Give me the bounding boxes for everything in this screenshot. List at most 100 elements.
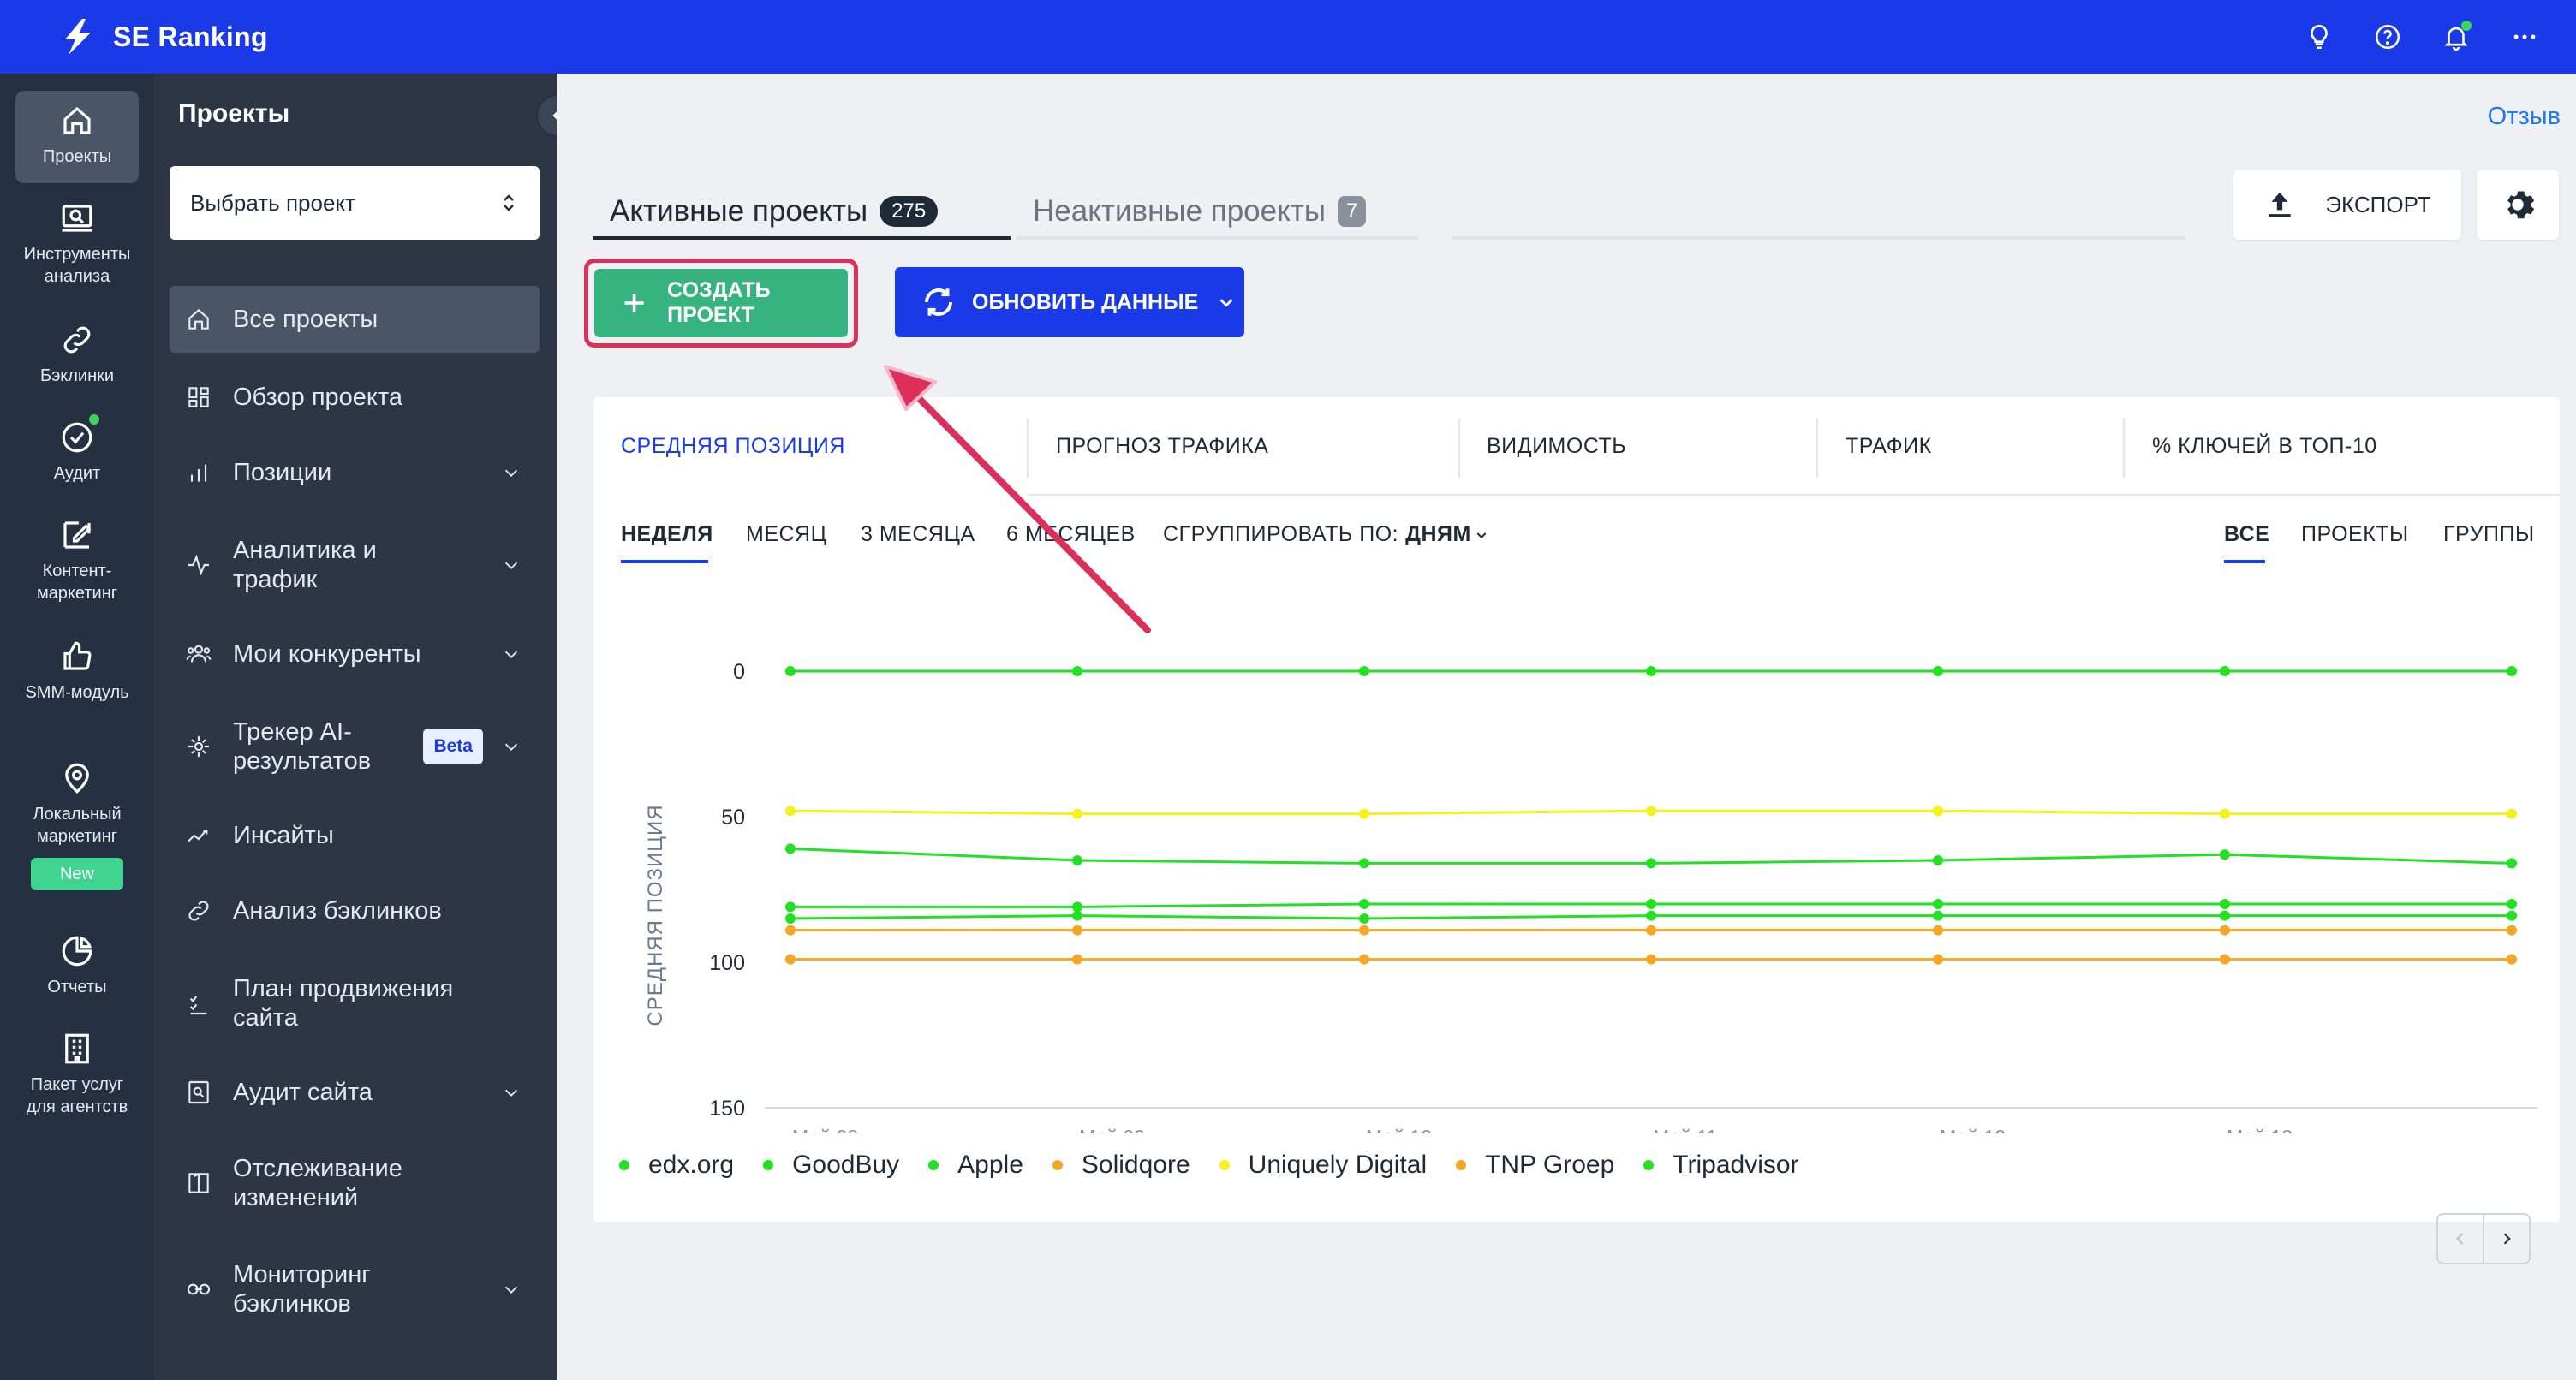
period-month[interactable]: МЕСЯЦ bbox=[746, 522, 827, 546]
sidebar-item-project-overview[interactable]: Обзор проекта bbox=[170, 377, 540, 418]
legend-label: TNP Groep bbox=[1485, 1151, 1615, 1179]
building-icon bbox=[65, 1033, 89, 1064]
rail-item-backlinks[interactable]: Бэклинки bbox=[15, 310, 139, 387]
settings-button[interactable] bbox=[2477, 170, 2559, 240]
rail-item-reports[interactable]: Отчеты bbox=[15, 921, 139, 998]
sidebar-item-backlink-monitoring[interactable]: Мониторинг бэклинков bbox=[170, 1255, 540, 1323]
x-tick-label: Май 08 bbox=[792, 1126, 858, 1133]
avg-position-chart: 0 50 100 150 СРЕДНЯЯ ПОЗИЦИЯ Май 08 Май 09 Май … bbox=[644, 660, 2537, 1133]
link-monitor-icon bbox=[182, 1272, 216, 1306]
data-point bbox=[2220, 925, 2230, 936]
legend-dot bbox=[1052, 1160, 1063, 1170]
group-by-value: ДНЯМ bbox=[1405, 522, 1471, 546]
legend-label: Solidqore bbox=[1081, 1151, 1190, 1179]
data-point bbox=[1933, 806, 1943, 817]
legend-item[interactable]: GoodBuy bbox=[763, 1151, 899, 1180]
legend-label: Uniquely Digital bbox=[1248, 1151, 1428, 1179]
upload-icon bbox=[2269, 192, 2292, 217]
view-all[interactable]: ВСЕ bbox=[2224, 522, 2270, 546]
rail-item-local-marketing[interactable]: Локальный маркетинг New bbox=[15, 748, 139, 890]
metric-tab-traffic[interactable]: ТРАФИК bbox=[1846, 433, 1932, 458]
feedback-link[interactable]: Отзыв bbox=[2487, 103, 2561, 130]
gear-icon bbox=[2507, 191, 2535, 219]
tab-inactive-projects[interactable]: Неактивные проекты 7 bbox=[1033, 176, 1367, 247]
more-icon[interactable] bbox=[2490, 0, 2559, 74]
project-select[interactable]: Выбрать проект bbox=[170, 166, 540, 240]
legend-item[interactable]: edx.org bbox=[619, 1151, 734, 1180]
legend-dot bbox=[1219, 1160, 1230, 1170]
period-3-months[interactable]: 3 МЕСЯЦА bbox=[861, 522, 975, 546]
rail-item-agency-pack[interactable]: Пакет услуг для агентств bbox=[15, 1019, 139, 1118]
data-point bbox=[1359, 666, 1369, 676]
sidebar-item-competitors[interactable]: Мои конкуренты bbox=[170, 633, 540, 675]
logo[interactable]: SE Ranking bbox=[57, 15, 268, 58]
sidebar-item-ai-tracker[interactable]: Трекер AI-результатов Beta bbox=[170, 712, 540, 781]
sidebar-item-backlink-analysis[interactable]: Анализ бэклинков bbox=[170, 890, 540, 931]
x-tick-label: Май 13 bbox=[2227, 1126, 2293, 1133]
help-icon[interactable] bbox=[2353, 0, 2422, 74]
data-point bbox=[1359, 899, 1369, 909]
data-point bbox=[785, 901, 796, 913]
metric-tab-top10[interactable]: % КЛЮЧЕЙ В ТОП-10 bbox=[2152, 433, 2377, 458]
lightbulb-icon[interactable] bbox=[2285, 0, 2353, 74]
chart-legend: edx.org GoodBuy Apple Solidqore Uniquely Dig… bbox=[619, 1151, 1828, 1180]
update-data-button[interactable]: ОБНОВИТЬ ДАННЫЕ bbox=[895, 267, 1244, 337]
legend-prev-button[interactable] bbox=[2438, 1215, 2483, 1263]
view-groups[interactable]: ГРУППЫ bbox=[2443, 522, 2535, 546]
bell-icon[interactable] bbox=[2422, 0, 2490, 74]
main-content: Отзыв Активные проекты 275 Неактивные пр… bbox=[557, 74, 2576, 1380]
legend-dot bbox=[1643, 1160, 1655, 1170]
sidebar-item-all-projects[interactable]: Все проекты bbox=[170, 286, 540, 353]
y-tick-label: 50 bbox=[721, 806, 745, 830]
pulse-icon bbox=[182, 548, 216, 582]
tab-active-projects[interactable]: Активные проекты 275 bbox=[610, 176, 939, 247]
create-project-button[interactable]: СОЗДАТЬ ПРОЕКТ bbox=[594, 269, 848, 337]
legend-item[interactable]: Apple bbox=[928, 1151, 1023, 1180]
view-projects[interactable]: ПРОЕКТЫ bbox=[2301, 522, 2409, 546]
legend-item[interactable]: Uniquely Digital bbox=[1219, 1151, 1427, 1180]
x-tick-label: Май 11 bbox=[1653, 1126, 1717, 1133]
active-projects-count: 275 bbox=[880, 196, 939, 227]
legend-item[interactable]: Solidqore bbox=[1052, 1151, 1190, 1180]
data-point bbox=[1072, 666, 1082, 676]
chevron-down-icon bbox=[504, 1286, 518, 1294]
top-bar: SE Ranking bbox=[0, 0, 2576, 74]
legend-item[interactable]: Tripadvisor bbox=[1643, 1151, 1799, 1180]
period-week[interactable]: НЕДЕЛЯ bbox=[621, 522, 713, 546]
metric-tab-traffic-forecast[interactable]: ПРОГНОЗ ТРАФИКА bbox=[1056, 433, 1269, 458]
legend-label: GoodBuy bbox=[792, 1151, 900, 1179]
data-point bbox=[1359, 913, 1369, 924]
legend-item[interactable]: TNP Groep bbox=[1456, 1151, 1614, 1180]
sidebar-item-change-tracking[interactable]: Отслеживание изменений bbox=[170, 1149, 540, 1217]
sidebar-item-site-audit[interactable]: Аудит сайта bbox=[170, 1072, 540, 1113]
chart-card: СРЕДНЯЯ ПОЗИЦИЯ ПРОГНОЗ ТРАФИКА ВИДИМОСТ… bbox=[593, 397, 2560, 1264]
metric-tab-avg-position[interactable]: СРЕДНЯЯ ПОЗИЦИЯ bbox=[621, 433, 845, 458]
sidebar-item-insights[interactable]: Инсайты bbox=[170, 815, 540, 856]
rail-item-content-marketing[interactable]: Контент-маркетинг bbox=[15, 505, 139, 604]
chevron-down-icon bbox=[504, 562, 518, 569]
data-point bbox=[1646, 899, 1656, 909]
chevron-down-icon bbox=[504, 743, 518, 751]
period-active-underline bbox=[621, 560, 708, 563]
new-badge: New bbox=[31, 858, 123, 890]
export-button[interactable]: ЭКСПОРТ bbox=[2233, 170, 2461, 240]
legend-next-button[interactable] bbox=[2483, 1215, 2529, 1263]
logo-bolt-icon bbox=[65, 19, 91, 55]
chevron-down-icon bbox=[504, 1089, 518, 1097]
sidebar-item-seo-plan[interactable]: План продвижения сайта bbox=[170, 969, 540, 1038]
data-point bbox=[2220, 666, 2230, 676]
rail-item-projects[interactable]: Проекты bbox=[15, 91, 139, 183]
rail-item-smm[interactable]: SMM-модуль bbox=[15, 627, 139, 704]
period-6-months[interactable]: 6 МЕСЯЦЕВ bbox=[1006, 522, 1136, 546]
data-point bbox=[1359, 954, 1369, 965]
data-point bbox=[1359, 808, 1369, 819]
check-circle-icon bbox=[62, 422, 92, 453]
data-point bbox=[1646, 954, 1656, 965]
sidebar-item-positions[interactable]: Позиции bbox=[170, 452, 540, 493]
data-point bbox=[1646, 666, 1656, 676]
sidebar-item-analytics[interactable]: Аналитика и трафик bbox=[170, 531, 540, 599]
group-by-dropdown[interactable]: СГРУППИРОВАТЬ ПО: ДНЯМ bbox=[1163, 522, 1488, 547]
rail-item-analysis-tools[interactable]: Инструменты анализа bbox=[15, 188, 139, 288]
rail-item-audit[interactable]: Аудит bbox=[15, 407, 139, 485]
metric-tab-visibility[interactable]: ВИДИМОСТЬ bbox=[1487, 433, 1627, 458]
